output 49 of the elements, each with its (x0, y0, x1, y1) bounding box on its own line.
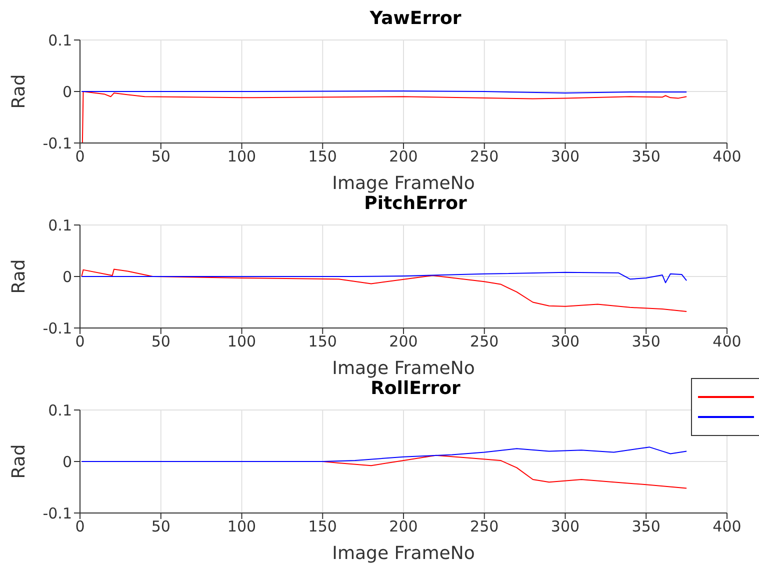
x-tick-label: 100 (227, 518, 256, 536)
x-tick-label: 350 (632, 518, 660, 536)
y-axis-title: Rad (8, 444, 30, 479)
y-tick-label: 0.1 (48, 31, 72, 50)
x-tick-label: 250 (470, 148, 499, 166)
y-axis-title: Rad (8, 74, 30, 109)
x-axis-title: Image FrameNo (332, 543, 475, 564)
x-tick-label: 300 (550, 518, 580, 536)
chart-title: PitchError (363, 193, 468, 215)
chart-title: RollError (370, 378, 462, 400)
y-axis-title: Rad (8, 259, 30, 294)
chart-title: YawError (368, 8, 462, 30)
x-tick-label: 50 (151, 148, 170, 166)
x-axis-title: Image FrameNo (332, 358, 475, 379)
x-tick-label: 250 (470, 518, 499, 536)
x-tick-label: 200 (389, 332, 418, 351)
x-tick-label: 350 (632, 332, 660, 351)
x-tick-label: 0 (75, 332, 85, 351)
x-tick-label: 400 (712, 518, 742, 536)
x-tick-label: 400 (712, 148, 742, 166)
x-tick-label: 350 (632, 148, 660, 166)
x-tick-label: 200 (389, 148, 418, 166)
x-tick-label: 400 (712, 332, 742, 351)
x-axis-title: Image FrameNo (332, 173, 475, 194)
x-tick-label: 0 (75, 148, 85, 166)
x-tick-label: 200 (389, 518, 418, 536)
x-tick-label: 100 (227, 148, 256, 166)
x-tick-label: 50 (151, 332, 170, 351)
y-tick-label: -0.1 (42, 319, 72, 338)
x-tick-label: 100 (227, 332, 256, 351)
x-tick-label: 50 (151, 518, 170, 536)
x-tick-label: 250 (470, 332, 499, 351)
y-tick-label: 0.1 (48, 401, 72, 420)
line-series (81, 268, 688, 312)
y-tick-label: -0.1 (42, 134, 72, 152)
y-tick-label: 0 (62, 452, 72, 471)
x-tick-label: 300 (550, 148, 580, 166)
x-tick-label: 150 (308, 332, 337, 351)
x-tick-label: 150 (308, 518, 337, 536)
y-tick-label: 0 (62, 268, 72, 286)
x-tick-label: 0 (75, 518, 85, 536)
x-tick-label: 300 (550, 332, 580, 351)
y-tick-label: 0.1 (48, 216, 72, 234)
y-tick-label: -0.1 (42, 504, 72, 522)
line-series (81, 91, 688, 143)
line-series (81, 272, 688, 284)
y-tick-label: 0 (62, 82, 72, 101)
x-tick-label: 150 (308, 148, 337, 166)
line-series (81, 446, 688, 462)
